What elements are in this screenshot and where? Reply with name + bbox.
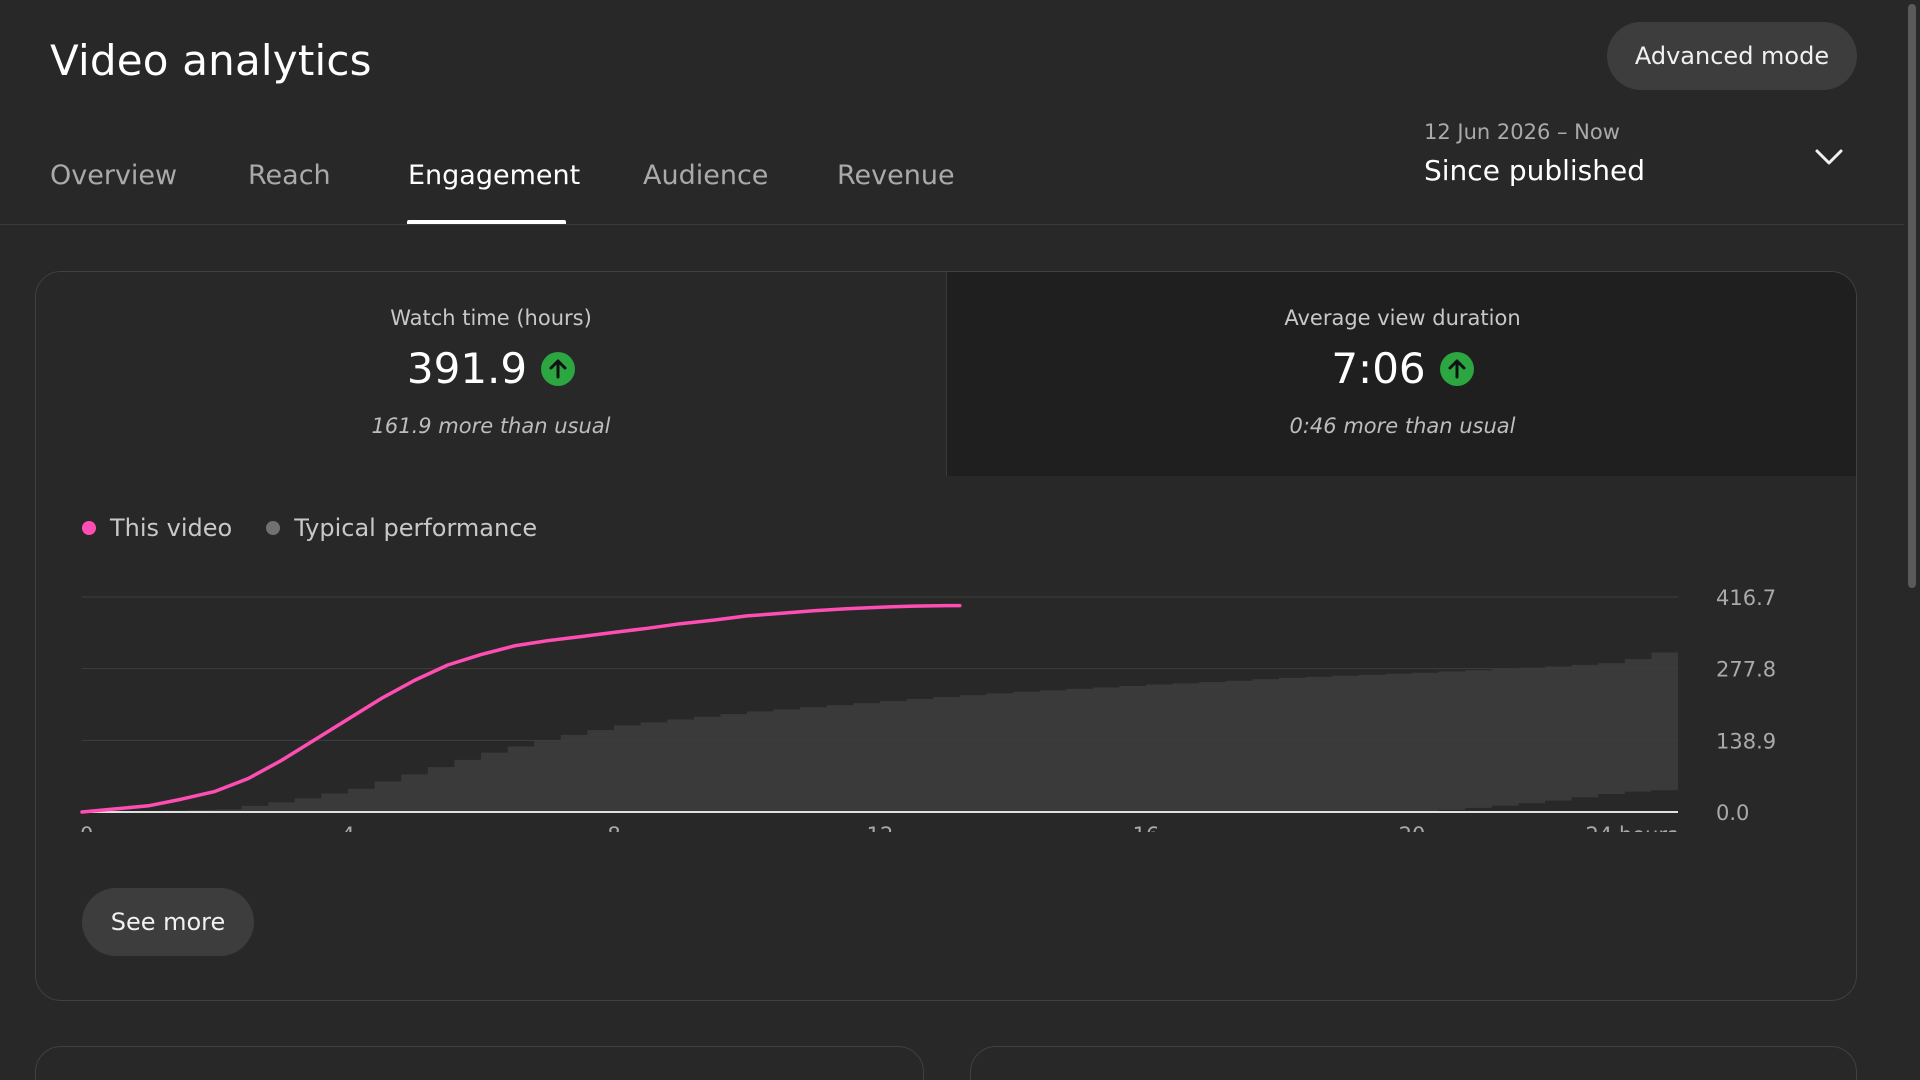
metric-label: Watch time (hours) bbox=[390, 306, 592, 330]
legend-label: Typical performance bbox=[294, 514, 538, 542]
x-tick-label: 4 bbox=[341, 823, 354, 832]
chart-legend: This video Typical performance bbox=[82, 510, 537, 546]
y-tick-label: 138.9 bbox=[1716, 729, 1776, 753]
arrow-up-icon bbox=[541, 351, 576, 386]
legend-dot bbox=[266, 521, 281, 535]
metric-note: 161.9 more than usual bbox=[371, 414, 611, 438]
tabs-divider bbox=[0, 224, 1905, 225]
date-range-label: Since published bbox=[1424, 154, 1646, 187]
this-video-line bbox=[80, 603, 962, 814]
legend-item-this-video: This video bbox=[82, 514, 232, 542]
bottom-card-right bbox=[970, 1046, 1857, 1080]
tab-reach[interactable]: Reach bbox=[248, 160, 331, 191]
tab-overview[interactable]: Overview bbox=[50, 160, 178, 191]
metric-label: Average view duration bbox=[1284, 306, 1521, 330]
tab-bar: Overview Reach Engagement Audience Reven… bbox=[0, 150, 1910, 226]
metric-value: 7:06 bbox=[1331, 344, 1426, 393]
advanced-mode-button[interactable]: Advanced mode bbox=[1607, 22, 1857, 90]
metric-value: 391.9 bbox=[406, 344, 528, 393]
tab-engagement[interactable]: Engagement bbox=[408, 160, 581, 191]
y-tick-label: 277.8 bbox=[1716, 658, 1776, 682]
see-more-button[interactable]: See more bbox=[82, 888, 254, 956]
x-tick-label: 24 hours bbox=[1586, 823, 1678, 832]
metric-watch-time[interactable]: Watch time (hours) 391.9 161.9 more than… bbox=[36, 272, 947, 476]
x-tick-label: 0 bbox=[80, 823, 93, 832]
chevron-down-icon bbox=[1815, 149, 1843, 165]
legend-item-typical: Typical performance bbox=[266, 514, 537, 542]
scrollbar-thumb[interactable] bbox=[1908, 4, 1916, 588]
y-tick-label: 0.0 bbox=[1716, 801, 1749, 825]
arrow-up-icon bbox=[1439, 351, 1474, 386]
date-range-selector[interactable]: 12 Jun 2026 – Now Since published bbox=[1424, 118, 1854, 198]
x-tick-label: 8 bbox=[607, 823, 620, 832]
metric-average-view-duration[interactable]: Average view duration 7:06 0:46 more tha… bbox=[947, 272, 1856, 476]
page-title: Video analytics bbox=[50, 36, 372, 85]
legend-dot bbox=[82, 521, 96, 535]
y-tick-label: 416.7 bbox=[1716, 586, 1776, 610]
x-tick-label: 20 bbox=[1399, 823, 1426, 832]
legend-label: This video bbox=[110, 514, 233, 542]
metric-note: 0:46 more than usual bbox=[1289, 414, 1516, 438]
x-tick-label: 16 bbox=[1133, 823, 1160, 832]
tab-revenue[interactable]: Revenue bbox=[837, 160, 955, 191]
engagement-card: Watch time (hours) 391.9 161.9 more than… bbox=[35, 271, 1857, 1001]
x-tick-label: 12 bbox=[867, 823, 894, 832]
typical-performance-area bbox=[82, 645, 1678, 812]
bottom-card-left bbox=[35, 1046, 924, 1080]
watch-time-chart[interactable]: 0.0 138.9 277.8 416.7 0 4 8 12 16 20 24 hours bbox=[36, 572, 1857, 832]
active-tab-indicator bbox=[407, 220, 566, 224]
date-range-dates: 12 Jun 2026 – Now bbox=[1424, 120, 1620, 144]
tab-audience[interactable]: Audience bbox=[643, 160, 769, 191]
